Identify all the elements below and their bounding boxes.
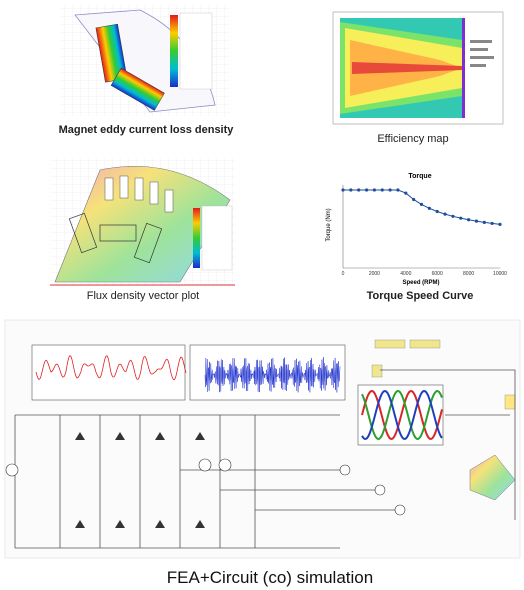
x-tick-label: 6000 — [432, 271, 443, 277]
footer-caption: FEA+Circuit (co) simulation — [167, 568, 373, 587]
phase-wave — [361, 389, 443, 441]
dot — [427, 206, 431, 210]
chart-title: Torque — [408, 173, 431, 180]
dot — [412, 197, 416, 202]
flux-density-plot — [50, 158, 235, 286]
phase-wave — [361, 389, 443, 441]
torque-chart: Torque Torque (Nm) Speed (RPM) 0 2000 4000… — [318, 168, 508, 290]
dot — [498, 222, 502, 226]
red-wave — [35, 354, 187, 381]
y-axis-label: Torque (Nm) — [326, 208, 332, 241]
caption: Torque Speed Curve — [367, 290, 474, 302]
dot — [380, 188, 384, 192]
dot — [474, 219, 479, 223]
dot — [490, 221, 494, 226]
x-tick-label: 10000 — [493, 271, 507, 277]
caption: Magnet eddy current loss density — [59, 124, 235, 136]
eddy-current-plot — [60, 5, 230, 117]
x-tick-label: 4000 — [400, 271, 411, 277]
caption: Efficiency map — [377, 133, 448, 145]
dot — [419, 202, 424, 207]
dot — [372, 188, 376, 192]
dot — [482, 220, 486, 224]
dot — [459, 216, 463, 220]
dot — [349, 188, 353, 192]
x-tick-label: 0 — [342, 271, 345, 277]
dot — [467, 218, 471, 222]
efficiency-map — [332, 11, 504, 125]
dot — [357, 188, 361, 192]
dot — [364, 188, 369, 192]
x-axis-label: Speed (RPM) — [402, 280, 439, 286]
dot — [451, 214, 455, 218]
dot — [341, 188, 345, 192]
dot — [443, 212, 447, 216]
dot — [388, 188, 392, 192]
x-tick-label: 8000 — [463, 271, 474, 277]
circuit-diagram — [4, 319, 521, 559]
blue-wave — [204, 357, 341, 393]
dot — [404, 191, 408, 195]
dot — [396, 188, 400, 192]
caption: Flux density vector plot — [87, 290, 200, 302]
phase-wave — [361, 389, 443, 441]
x-tick-label: 2000 — [369, 271, 380, 277]
dot — [435, 209, 439, 214]
